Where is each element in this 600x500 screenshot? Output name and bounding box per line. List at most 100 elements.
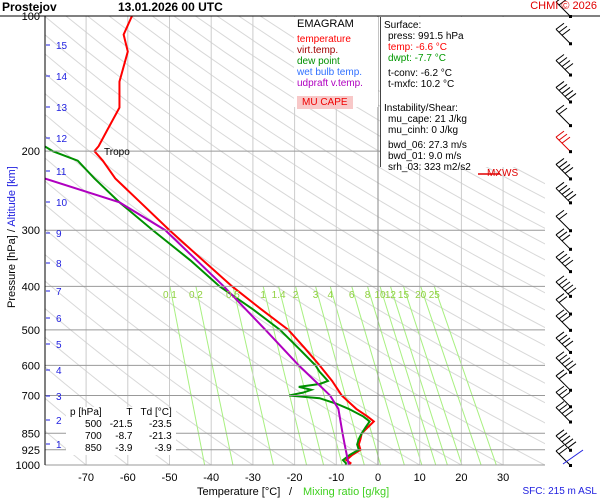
altitude-tick-label: 8 [56, 259, 62, 270]
wind-barb [555, 293, 572, 316]
mixing-ratio-label: 25 [429, 290, 441, 301]
wind-barb-feather [555, 81, 565, 88]
dry-adiabat [45, 253, 337, 465]
wind-barb-feather [564, 410, 574, 417]
wind-barb-feather [555, 351, 565, 359]
wind-barb-feather [555, 429, 565, 437]
mixing-ratio-label: 3 [313, 290, 319, 301]
wind-barb [555, 130, 572, 154]
wind-barb-staff [555, 234, 571, 250]
pressure-tick-label: 400 [22, 281, 40, 293]
altitude-tick-label: 10 [56, 198, 68, 209]
mixing-ratio-line [295, 286, 343, 465]
wind-barb-feather [561, 28, 571, 36]
pressure-tick-label: 1000 [16, 460, 40, 472]
wind-barb-staff [555, 450, 571, 466]
wind-barb-feather [555, 331, 565, 339]
wind-barb-dot [569, 370, 572, 374]
wind-barb-feather [564, 90, 574, 97]
pressure-label: Pressure [hPa] [6, 235, 18, 308]
mixing-ratio-label: 4 [327, 290, 333, 301]
cell: -8.7 [115, 431, 133, 442]
dry-adiabat [108, 16, 545, 294]
legend-wet-bulb: wet bulb temp. [297, 67, 363, 78]
th-t: T [126, 407, 133, 418]
wind-barb [555, 401, 574, 424]
surface-tmxfc: t-mxfc: 10.2 °C [388, 79, 455, 90]
temperature-tick-label: 20 [455, 472, 467, 484]
dry-adiabat [216, 16, 545, 214]
wind-barb-staff [555, 1, 571, 17]
mixing-ratio-label: 2 [293, 290, 299, 301]
surface-dwpt: dwpt: -7.7 °C [388, 53, 446, 64]
wind-barb-feather [558, 107, 568, 115]
wind-barb-staff [555, 375, 571, 391]
mixing-ratio-label: 1 [260, 290, 266, 301]
table-row: 700 -8.7 -21.3 [66, 431, 176, 443]
wind-barb [555, 181, 577, 205]
mixing-ratio-line [366, 286, 423, 465]
pressure-tick-label: 500 [22, 325, 40, 337]
wind-barb-feather [558, 231, 568, 239]
credit: CHMI © 2026 [530, 0, 597, 12]
mixing-ratio-line [379, 286, 437, 465]
wind-barb [555, 0, 572, 18]
wind-barb-feather [564, 259, 574, 267]
mixing-ratio-line [315, 286, 365, 465]
cell: 700 [85, 431, 102, 442]
altitude-tick-label: 1 [56, 440, 62, 451]
wind-barb-dot [569, 350, 572, 354]
altitude-tick-label: 5 [56, 340, 62, 351]
altitude-tick-label: 14 [56, 72, 68, 83]
wind-barb-dot [569, 177, 572, 181]
wind-barb-feather [555, 309, 565, 317]
mu-cape-badge: MU CAPE [297, 96, 353, 109]
wind-barb [555, 228, 572, 251]
wind-barb-feather [555, 181, 565, 189]
cell: -3.9 [154, 443, 172, 454]
wind-barb-staff [555, 110, 571, 126]
mixing-ratio-line [329, 286, 382, 465]
wind-barb-dot [569, 420, 572, 424]
wind-barb [555, 369, 572, 392]
wind-barb-dot [569, 42, 572, 46]
temperature-tick-label: -50 [162, 472, 178, 484]
wind-barb-staff [555, 407, 571, 422]
altitude-label: Altitude [km] [6, 166, 18, 227]
temperature-tick-label: -60 [120, 472, 136, 484]
dry-adiabat [45, 72, 545, 404]
levels-table: p [hPa] T Td [°C] 500 -21.5 -23.5 700 -8.7 -21… [66, 407, 176, 455]
wind-barb-feather [561, 234, 571, 242]
wind-barb-feather [558, 404, 568, 411]
wind-barb-feather [558, 25, 568, 33]
legend-virt-temp: virt.temp. [297, 45, 339, 56]
wind-barb-staff [555, 28, 571, 44]
mu-cape: mu_cape: 21 J/kg [388, 114, 467, 125]
wind-barb-feather [561, 60, 571, 67]
wind-barb-feather [561, 407, 571, 414]
mixing-ratio-label: 10 [374, 290, 386, 301]
tropo-label: Tropo [104, 147, 130, 158]
wind-barb-feather [558, 432, 568, 440]
wind-barb-feather [558, 57, 568, 64]
temperature-tick-label: -70 [78, 472, 94, 484]
wind-barb [555, 104, 572, 128]
x-axis-sep: / [289, 486, 293, 498]
mixing-ratio-label: 8 [365, 290, 371, 301]
wind-barb [555, 209, 572, 233]
altitude-tick-label: 12 [56, 134, 68, 145]
dry-adiabat [45, 280, 295, 465]
wind-barb-feather [567, 363, 577, 371]
wind-barb-staff [555, 187, 571, 203]
wind-barb-feather [555, 385, 565, 393]
dry-adiabat [45, 16, 545, 347]
y-axis-label: Pressure [hPa] / Altitude [km] [6, 166, 18, 308]
wind-barb-staff [555, 299, 571, 314]
profile-temperature [93, 16, 376, 465]
wind-barb-dot [569, 270, 572, 274]
temperature-tick-label: 30 [497, 472, 509, 484]
mixing-ratio-label: 15 [398, 290, 410, 301]
dry-adiabat [45, 397, 129, 465]
wind-barb [555, 385, 572, 409]
mxws-label: MXWS [487, 168, 519, 179]
